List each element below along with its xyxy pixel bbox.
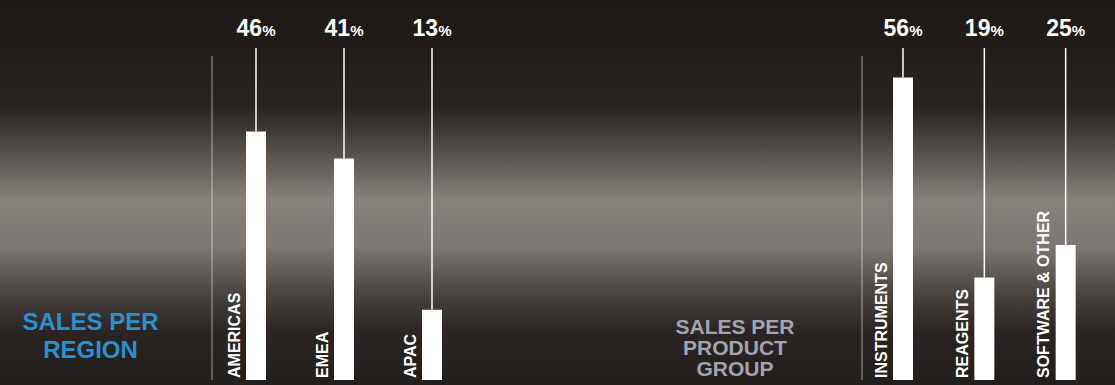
svg-text:56%: 56% [884,15,923,41]
svg-text:SOFTWARE & OTHER: SOFTWARE & OTHER [1035,210,1052,378]
svg-text:41%: 41% [325,15,364,41]
svg-text:APAC: APAC [402,333,419,378]
svg-text:AMERICAS: AMERICAS [226,292,243,378]
svg-text:46%: 46% [237,15,276,41]
svg-text:EMEA: EMEA [314,331,331,378]
svg-text:INSTRUMENTS: INSTRUMENTS [873,262,890,378]
svg-text:REAGENTS: REAGENTS [954,289,971,378]
svg-text:25%: 25% [1046,15,1085,41]
svg-text:19%: 19% [965,15,1004,41]
html-text:SALES PER PRODUCT GROUP: SALES PER PRODUCT GROUP [675,315,795,380]
html-text:SALES PER REGION: SALES PER REGION [22,308,159,363]
svg-text:13%: 13% [413,15,452,41]
